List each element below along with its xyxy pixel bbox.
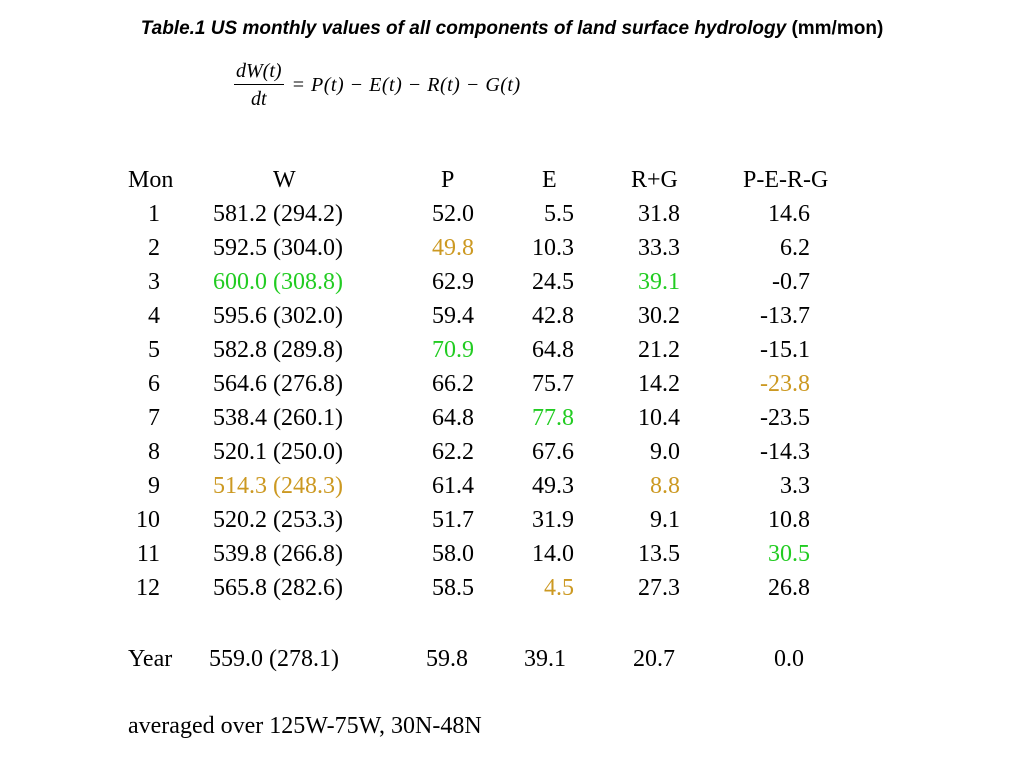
row-12-cell-rg: 27.3	[638, 575, 680, 601]
row-11-cell-mon: 11	[136, 541, 160, 567]
header-w: W	[273, 167, 296, 193]
row-5-cell-mon: 5	[148, 337, 160, 363]
row-1-cell-e: 5.5	[544, 201, 574, 227]
water-balance-equation: dW(t) dt = P(t) − E(t) − R(t) − G(t)	[234, 60, 521, 111]
row-9-cell-mon: 9	[148, 473, 160, 499]
equation-fraction: dW(t) dt	[234, 60, 284, 111]
row-1-cell-rg: 31.8	[638, 201, 680, 227]
row-7-cell-p: 64.8	[432, 405, 474, 431]
header-p: P	[441, 167, 455, 193]
row-6-cell-mon: 6	[148, 371, 160, 397]
row-4-cell-perg: -13.7	[760, 303, 810, 329]
header-rg: R+G	[631, 167, 678, 193]
row-9-cell-w: 514.3 (248.3)	[213, 473, 343, 499]
row-8-cell-rg: 9.0	[650, 439, 680, 465]
year-cell-p: 59.8	[426, 646, 468, 672]
row-2-cell-e: 10.3	[532, 235, 574, 261]
row-10-cell-e: 31.9	[532, 507, 574, 533]
row-3-cell-mon: 3	[148, 269, 160, 295]
row-12-cell-p: 58.5	[432, 575, 474, 601]
row-6-cell-p: 66.2	[432, 371, 474, 397]
footnote: averaged over 125W-75W, 30N-48N	[128, 713, 482, 739]
equation-denominator: dt	[250, 88, 267, 110]
row-9-cell-rg: 8.8	[650, 473, 680, 499]
table-title: Table.1 US monthly values of all compone…	[0, 18, 1024, 40]
row-2-cell-p: 49.8	[432, 235, 474, 261]
row-8-cell-w: 520.1 (250.0)	[213, 439, 343, 465]
row-9-cell-e: 49.3	[532, 473, 574, 499]
row-11-cell-perg: 30.5	[768, 541, 810, 567]
year-cell-rg: 20.7	[633, 646, 675, 672]
year-cell-w: 559.0 (278.1)	[209, 646, 339, 672]
row-5-cell-w: 582.8 (289.8)	[213, 337, 343, 363]
row-2-cell-w: 592.5 (304.0)	[213, 235, 343, 261]
row-3-cell-e: 24.5	[532, 269, 574, 295]
equation-numerator: dW(t)	[234, 60, 284, 85]
row-12-cell-perg: 26.8	[768, 575, 810, 601]
row-2-cell-rg: 33.3	[638, 235, 680, 261]
year-cell-e: 39.1	[524, 646, 566, 672]
row-11-cell-e: 14.0	[532, 541, 574, 567]
row-11-cell-w: 539.8 (266.8)	[213, 541, 343, 567]
row-4-cell-p: 59.4	[432, 303, 474, 329]
row-7-cell-mon: 7	[148, 405, 160, 431]
year-cell-perg: 0.0	[774, 646, 804, 672]
row-11-cell-rg: 13.5	[638, 541, 680, 567]
row-8-cell-mon: 8	[148, 439, 160, 465]
row-1-cell-perg: 14.6	[768, 201, 810, 227]
header-perg: P-E-R-G	[743, 167, 829, 193]
row-4-cell-mon: 4	[148, 303, 160, 329]
title-units: (mm/mon)	[791, 18, 884, 39]
row-10-cell-perg: 10.8	[768, 507, 810, 533]
year-cell-mon: Year	[128, 646, 173, 672]
row-7-cell-e: 77.8	[532, 405, 574, 431]
row-12-cell-e: 4.5	[544, 575, 574, 601]
row-8-cell-e: 67.6	[532, 439, 574, 465]
row-9-cell-p: 61.4	[432, 473, 474, 499]
row-5-cell-p: 70.9	[432, 337, 474, 363]
row-10-cell-p: 51.7	[432, 507, 474, 533]
row-9-cell-perg: 3.3	[780, 473, 810, 499]
row-7-cell-perg: -23.5	[760, 405, 810, 431]
header-e: E	[542, 167, 557, 193]
row-5-cell-rg: 21.2	[638, 337, 680, 363]
row-3-cell-perg: -0.7	[772, 269, 810, 295]
row-1-cell-p: 52.0	[432, 201, 474, 227]
row-10-cell-rg: 9.1	[650, 507, 680, 533]
row-5-cell-perg: -15.1	[760, 337, 810, 363]
row-6-cell-w: 564.6 (276.8)	[213, 371, 343, 397]
row-8-cell-perg: -14.3	[760, 439, 810, 465]
row-3-cell-rg: 39.1	[638, 269, 680, 295]
row-2-cell-perg: 6.2	[780, 235, 810, 261]
row-3-cell-w: 600.0 (308.8)	[213, 269, 343, 295]
row-1-cell-mon: 1	[148, 201, 160, 227]
row-6-cell-e: 75.7	[532, 371, 574, 397]
equation-rhs: = P(t) − E(t) − R(t) − G(t)	[291, 74, 521, 96]
row-6-cell-rg: 14.2	[638, 371, 680, 397]
row-3-cell-p: 62.9	[432, 269, 474, 295]
row-4-cell-w: 595.6 (302.0)	[213, 303, 343, 329]
header-mon: Mon	[128, 167, 174, 193]
row-7-cell-rg: 10.4	[638, 405, 680, 431]
row-6-cell-perg: -23.8	[760, 371, 810, 397]
row-11-cell-p: 58.0	[432, 541, 474, 567]
row-1-cell-w: 581.2 (294.2)	[213, 201, 343, 227]
row-7-cell-w: 538.4 (260.1)	[213, 405, 343, 431]
row-5-cell-e: 64.8	[532, 337, 574, 363]
row-4-cell-rg: 30.2	[638, 303, 680, 329]
row-8-cell-p: 62.2	[432, 439, 474, 465]
title-text: Table.1 US monthly values of all compone…	[140, 18, 787, 39]
row-10-cell-mon: 10	[136, 507, 160, 533]
row-12-cell-mon: 12	[136, 575, 160, 601]
row-2-cell-mon: 2	[148, 235, 160, 261]
row-4-cell-e: 42.8	[532, 303, 574, 329]
row-12-cell-w: 565.8 (282.6)	[213, 575, 343, 601]
row-10-cell-w: 520.2 (253.3)	[213, 507, 343, 533]
